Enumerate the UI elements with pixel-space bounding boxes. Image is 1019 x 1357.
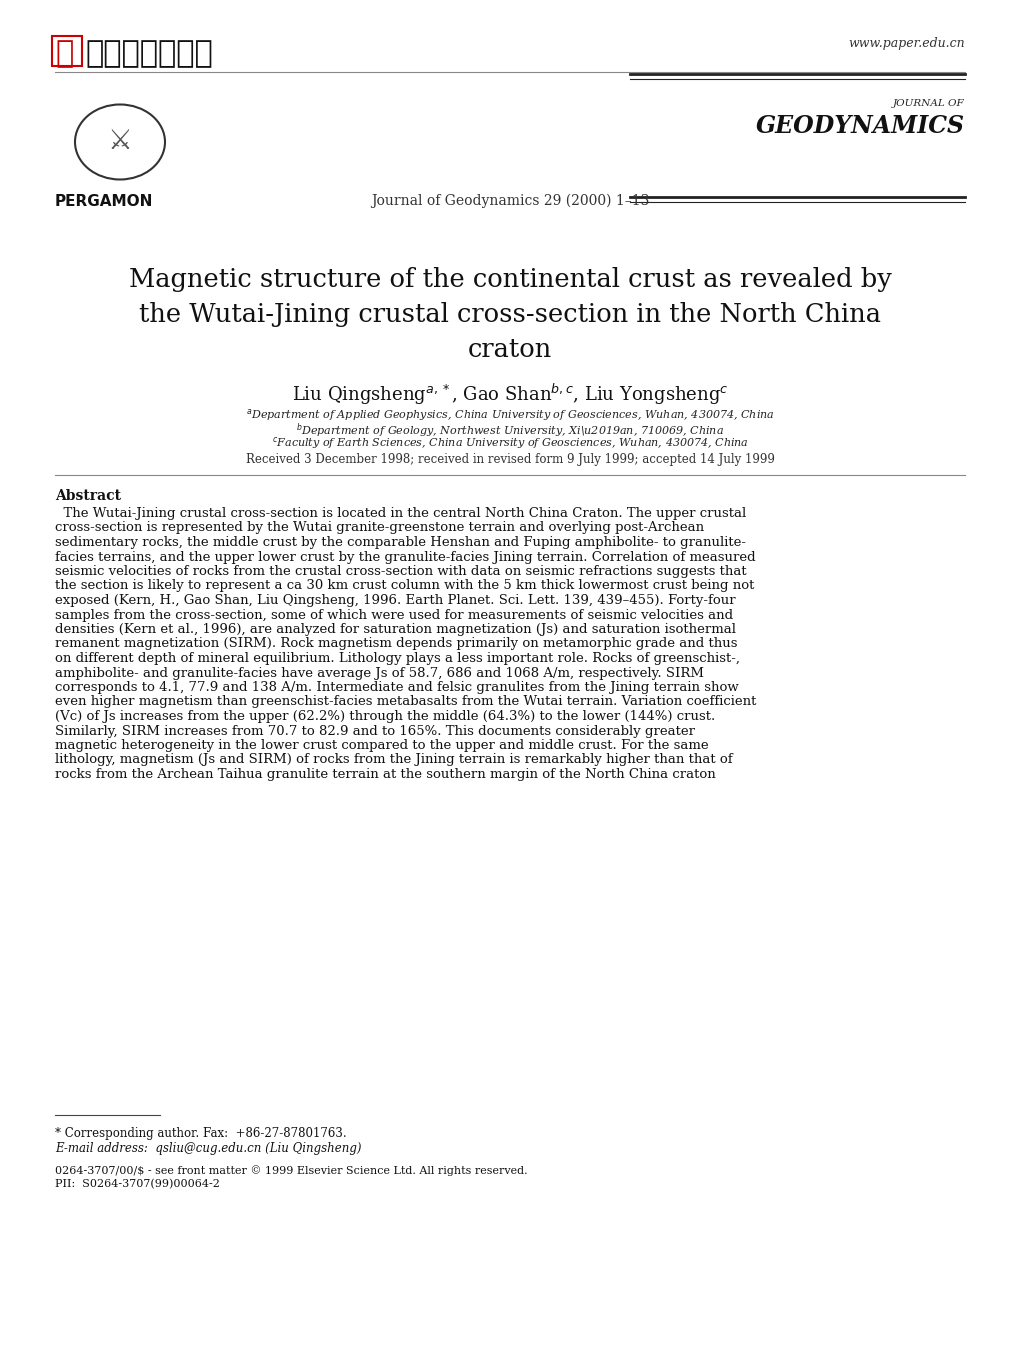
Text: The Wutai-Jining crustal cross-section is located in the central North China Cra: The Wutai-Jining crustal cross-section i… <box>55 508 746 520</box>
Text: seismic velocities of rocks from the crustal cross-section with data on seismic : seismic velocities of rocks from the cru… <box>55 565 746 578</box>
Text: Liu Qingsheng$^{a,*}$, Gao Shan$^{b, c}$, Liu Yongsheng$^{c}$: Liu Qingsheng$^{a,*}$, Gao Shan$^{b, c}$… <box>291 383 728 407</box>
Text: amphibolite- and granulite-facies have average Js of 58.7, 686 and 1068 A/m, res: amphibolite- and granulite-facies have a… <box>55 666 703 680</box>
Text: JOURNAL OF: JOURNAL OF <box>893 99 964 109</box>
Text: Magnetic structure of the continental crust as revealed by: Magnetic structure of the continental cr… <box>128 267 891 292</box>
Text: Abstract: Abstract <box>55 489 121 503</box>
Text: E-mail address:  qsliu@cug.edu.cn (Liu Qingsheng): E-mail address: qsliu@cug.edu.cn (Liu Qi… <box>55 1143 361 1155</box>
Text: the section is likely to represent a ca 30 km crust column with the 5 km thick l: the section is likely to represent a ca … <box>55 579 754 593</box>
Text: exposed (Kern, H., Gao Shan, Liu Qingsheng, 1996. Earth Planet. Sci. Lett. 139, : exposed (Kern, H., Gao Shan, Liu Qingshe… <box>55 594 735 607</box>
Text: www.paper.edu.cn: www.paper.edu.cn <box>848 37 964 50</box>
Text: magnetic heterogeneity in the lower crust compared to the upper and middle crust: magnetic heterogeneity in the lower crus… <box>55 740 708 752</box>
Text: $^{b}$Department of Geology, Northwest University, Xi\u2019an, 710069, China: $^{b}$Department of Geology, Northwest U… <box>296 421 723 440</box>
Text: densities (Kern et al., 1996), are analyzed for saturation magnetization (Js) an: densities (Kern et al., 1996), are analy… <box>55 623 736 636</box>
Text: 0264-3707/00/$ - see front matter © 1999 Elsevier Science Ltd. All rights reserv: 0264-3707/00/$ - see front matter © 1999… <box>55 1166 527 1175</box>
Text: corresponds to 4.1, 77.9 and 138 A/m. Intermediate and felsic granulites from th: corresponds to 4.1, 77.9 and 138 A/m. In… <box>55 681 738 693</box>
Text: the Wutai-Jining crustal cross-section in the North China: the Wutai-Jining crustal cross-section i… <box>139 303 880 327</box>
Text: PII:  S0264-3707(99)00064-2: PII: S0264-3707(99)00064-2 <box>55 1179 220 1189</box>
Text: 国科技论文在线: 国科技论文在线 <box>85 39 213 68</box>
Text: samples from the cross-section, some of which were used for measurements of seis: samples from the cross-section, some of … <box>55 608 733 622</box>
Text: * Corresponding author. Fax:  +86-27-87801763.: * Corresponding author. Fax: +86-27-8780… <box>55 1128 346 1140</box>
Text: even higher magnetism than greenschist-facies metabasalts from the Wutai terrain: even higher magnetism than greenschist-f… <box>55 696 756 708</box>
Text: remanent magnetization (SIRM). Rock magnetism depends primarily on metamorphic g: remanent magnetization (SIRM). Rock magn… <box>55 638 737 650</box>
Text: (Vc) of Js increases from the upper (62.2%) through the middle (64.3%) to the lo: (Vc) of Js increases from the upper (62.… <box>55 710 714 723</box>
Text: ⚔: ⚔ <box>107 128 132 155</box>
Text: on different depth of mineral equilibrium. Lithology plays a less important role: on different depth of mineral equilibriu… <box>55 651 739 665</box>
Text: $^{c}$Faculty of Earth Sciences, China University of Geosciences, Wuhan, 430074,: $^{c}$Faculty of Earth Sciences, China U… <box>271 436 748 451</box>
Bar <box>52 37 82 66</box>
Text: lithology, magnetism (Js and SIRM) of rocks from the Jining terrain is remarkabl: lithology, magnetism (Js and SIRM) of ro… <box>55 753 732 767</box>
Text: 中: 中 <box>55 39 73 68</box>
Text: sedimentary rocks, the middle crust by the comparable Henshan and Fuping amphibo: sedimentary rocks, the middle crust by t… <box>55 536 745 550</box>
Text: cross-section is represented by the Wutai granite-greenstone terrain and overlyi: cross-section is represented by the Wuta… <box>55 521 703 535</box>
Text: Journal of Geodynamics 29 (2000) 1–13: Journal of Geodynamics 29 (2000) 1–13 <box>371 194 648 209</box>
Text: Received 3 December 1998; received in revised form 9 July 1999; accepted 14 July: Received 3 December 1998; received in re… <box>246 453 773 465</box>
Text: facies terrains, and the upper lower crust by the granulite-facies Jining terrai: facies terrains, and the upper lower cru… <box>55 551 755 563</box>
Text: Similarly, SIRM increases from 70.7 to 82.9 and to 165%. This documents consider: Similarly, SIRM increases from 70.7 to 8… <box>55 725 694 737</box>
Text: $^{a}$Department of Applied Geophysics, China University of Geosciences, Wuhan, : $^{a}$Department of Applied Geophysics, … <box>246 407 773 423</box>
Text: PERGAMON: PERGAMON <box>55 194 153 209</box>
Text: rocks from the Archean Taihua granulite terrain at the southern margin of the No: rocks from the Archean Taihua granulite … <box>55 768 715 782</box>
Text: craton: craton <box>468 337 551 362</box>
Text: GEODYNAMICS: GEODYNAMICS <box>755 114 964 138</box>
